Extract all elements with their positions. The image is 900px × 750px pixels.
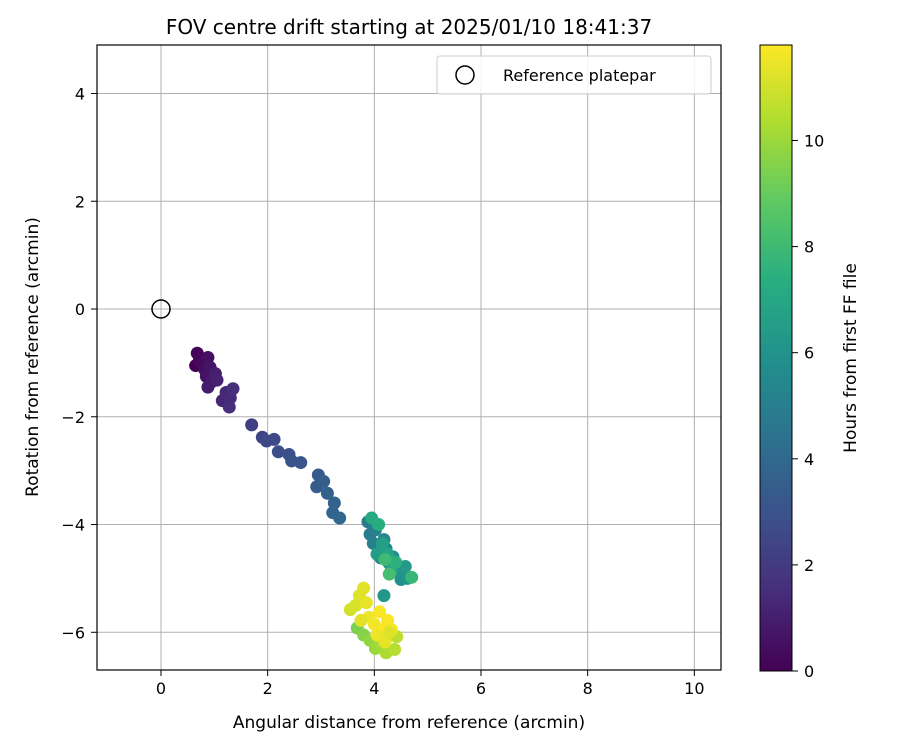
y-tick-label: 0 xyxy=(75,300,85,319)
data-point xyxy=(373,605,387,619)
colorbar-gradient xyxy=(759,44,793,672)
data-point xyxy=(389,555,403,569)
colorbar-tick-label: 10 xyxy=(804,131,824,150)
data-point xyxy=(378,635,392,649)
legend-marker xyxy=(455,65,475,85)
y-tick-label: 2 xyxy=(75,192,85,211)
data-point xyxy=(357,581,371,595)
data-point xyxy=(294,456,308,470)
data-point xyxy=(382,625,396,639)
data-point xyxy=(201,380,215,394)
data-point xyxy=(201,351,215,364)
data-point xyxy=(267,432,281,446)
data-point xyxy=(333,511,347,525)
plot-frame xyxy=(96,44,722,671)
y-tick-label: −6 xyxy=(61,623,85,642)
colorbar: 0 2 4 6 8 10 Hours from first FF file xyxy=(759,44,861,681)
reference-marker xyxy=(151,299,171,319)
legend: Reference platepar xyxy=(436,55,712,95)
data-point xyxy=(388,643,402,657)
data-point xyxy=(372,518,386,532)
data-point xyxy=(377,589,391,603)
data-point xyxy=(327,496,341,510)
reference-point xyxy=(151,299,171,319)
grid-lines xyxy=(97,45,721,670)
data-point xyxy=(222,400,236,414)
colorbar-tick-label: 0 xyxy=(804,662,814,681)
x-tick-label: 0 xyxy=(156,679,166,698)
data-point xyxy=(359,596,373,610)
data-point xyxy=(317,474,331,488)
y-tick-label: 4 xyxy=(75,84,85,103)
data-point xyxy=(354,613,368,627)
legend-entry: Reference platepar xyxy=(503,66,656,85)
data-point xyxy=(271,445,285,459)
colorbar-label: Hours from first FF file xyxy=(841,263,861,453)
y-axis-label: Rotation from reference (arcmin) xyxy=(23,217,43,497)
data-point xyxy=(320,486,334,500)
x-tick-label: 8 xyxy=(583,679,593,698)
x-tick-label: 6 xyxy=(476,679,486,698)
data-point xyxy=(245,418,259,432)
x-tick-label: 4 xyxy=(369,679,379,698)
colorbar-tick-label: 4 xyxy=(804,450,814,469)
data-point xyxy=(382,567,396,581)
x-axis-ticks: 0 2 4 6 8 10 xyxy=(156,670,705,698)
data-point xyxy=(405,570,419,584)
data-point xyxy=(367,617,381,631)
data-point xyxy=(210,373,224,387)
chart-title: FOV centre drift starting at 2025/01/10 … xyxy=(166,15,652,39)
y-axis-ticks: −6 −4 −2 0 2 4 xyxy=(61,84,97,642)
legend-box xyxy=(436,55,712,95)
data-points xyxy=(189,346,419,660)
x-tick-label: 2 xyxy=(263,679,273,698)
y-tick-label: −4 xyxy=(61,516,85,535)
x-tick-label: 10 xyxy=(684,679,704,698)
colorbar-tick-label: 6 xyxy=(804,344,814,363)
colorbar-ticks: 0 2 4 6 8 10 xyxy=(792,131,824,681)
colorbar-tick-label: 2 xyxy=(804,556,814,575)
y-tick-label: −2 xyxy=(61,408,85,427)
data-point xyxy=(378,553,392,567)
colorbar-tick-label: 8 xyxy=(804,238,814,257)
x-axis-label: Angular distance from reference (arcmin) xyxy=(233,713,585,733)
data-point xyxy=(226,382,240,396)
data-point xyxy=(375,536,389,550)
